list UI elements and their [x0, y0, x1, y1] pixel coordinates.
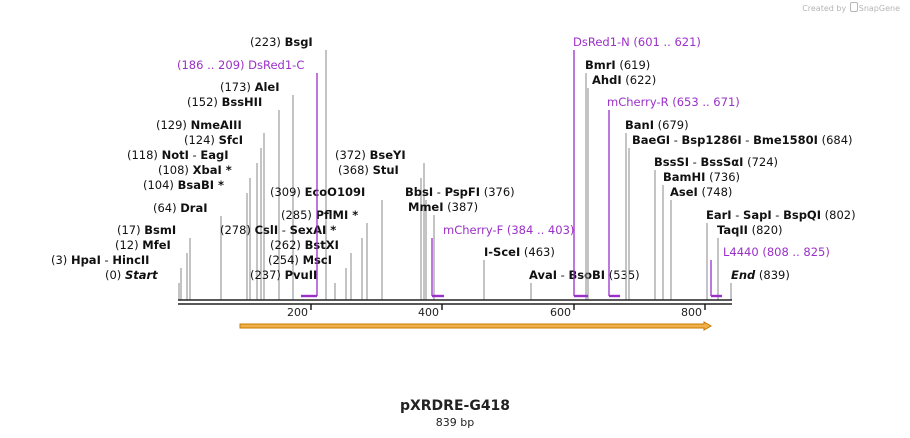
- snapgene-logo-icon: [849, 2, 858, 12]
- primer-label: mCherry-F (384 .. 403): [443, 223, 574, 237]
- ruler-tick-label: 600: [550, 306, 571, 319]
- plasmid-name: pXRDRE-G418: [399, 398, 511, 414]
- enzyme-label: (173) AleI: [220, 80, 280, 94]
- enzyme-label: (237) PvuII: [250, 268, 317, 282]
- ruler: 200 400 600 800: [287, 304, 706, 319]
- enzyme-label: TaqII (820): [717, 223, 783, 237]
- enzyme-label: I-SceI (463): [484, 245, 555, 259]
- enzyme-label: (104) BsaBI *: [143, 178, 224, 192]
- enzyme-label: (152) BssHII: [187, 95, 262, 109]
- primer-label: mCherry-R (653 .. 671): [607, 95, 740, 109]
- ruler-tick-label: 400: [418, 306, 439, 319]
- enzyme-label: (262) BstXI: [270, 238, 339, 252]
- enzyme-label: (0) Start: [105, 268, 158, 282]
- enzyme-label: End (839): [731, 268, 790, 282]
- plasmid-length: 839 bp: [435, 416, 475, 429]
- credit-brand: SnapGene: [858, 4, 900, 13]
- primer-label: DsRed1-N (601 .. 621): [573, 35, 701, 49]
- credit-text: Created by: [802, 4, 847, 13]
- enzyme-label: (309) EcoO109I: [270, 185, 365, 199]
- enzyme-label: (124) SfcI: [184, 133, 243, 147]
- enzyme-sites: (223) BsgI (173) AleI(152) BssHII (129) Nm…: [51, 35, 856, 300]
- enzyme-label: (254) MscI: [268, 253, 332, 267]
- enzyme-label: AseI (748): [670, 185, 732, 199]
- enzyme-label: (12) MfeI: [115, 238, 171, 252]
- enzyme-label: AvaI - BsoBI (535): [529, 268, 640, 282]
- enzyme-label: BanI (679): [625, 118, 689, 132]
- feature-arrow: [239, 321, 713, 331]
- primer-label: (186 .. 209) DsRed1-C: [177, 58, 304, 72]
- ruler-tick-label: 800: [681, 306, 702, 319]
- enzyme-label: (64) DraI: [153, 201, 208, 215]
- enzyme-label: (372) BseYI: [335, 148, 406, 162]
- enzyme-label: BamHI (736): [663, 170, 740, 184]
- enzyme-label: (278) CslI - SexAI *: [220, 223, 336, 237]
- enzyme-label: BbsI - PspFI (376): [405, 185, 515, 199]
- enzyme-label: (368) StuI: [338, 163, 399, 177]
- plasmid-map: (223) BsgI (173) AleI(152) BssHII (129) Nm…: [51, 35, 856, 331]
- enzyme-label: BssSI - BssSαI (724): [654, 155, 778, 169]
- enzyme-label: (17) BsmI: [117, 223, 176, 237]
- enzyme-label: (285) PflMI *: [281, 208, 358, 222]
- snapgene-credit: Created by SnapGene: [802, 2, 900, 13]
- enzyme-label: EarI - SapI - BspQI (802): [706, 208, 856, 222]
- enzyme-label: (129) NmeAIII: [156, 118, 242, 132]
- enzyme-label: BaeGI - Bsp1286I - Bme1580I (684): [632, 133, 853, 147]
- primers: (186 .. 209) DsRed1-C mCherry-F (384 .. 4…: [177, 35, 830, 298]
- enzyme-label: (118) NotI - EagI: [127, 148, 229, 162]
- enzyme-label: MmeI (387): [408, 200, 478, 214]
- ruler-tick-label: 200: [287, 306, 308, 319]
- enzyme-label: AhdI (622): [592, 73, 656, 87]
- enzyme-label: (3) HpaI - HincII: [51, 253, 149, 267]
- enzyme-label: (108) XbaI *: [158, 163, 232, 177]
- enzyme-label: BmrI (619): [585, 58, 650, 72]
- primer-label: L4440 (808 .. 825): [723, 245, 830, 259]
- enzyme-label: (223) BsgI: [250, 35, 313, 49]
